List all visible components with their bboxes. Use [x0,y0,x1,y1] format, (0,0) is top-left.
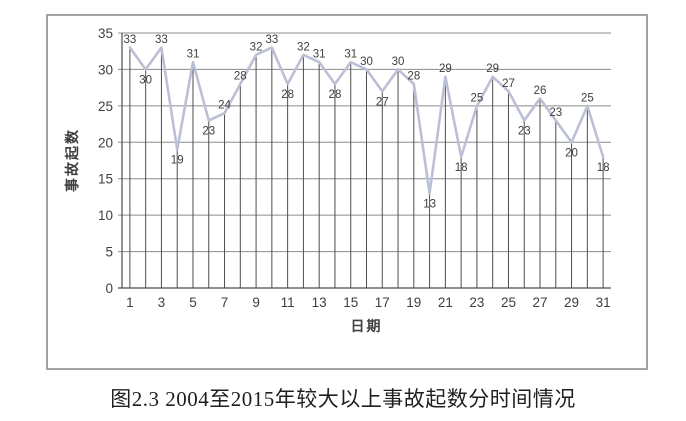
data-point-label: 33 [265,34,278,46]
data-point-label: 30 [139,74,152,86]
x-tick-label: 9 [252,295,260,310]
data-point-label: 31 [187,49,200,61]
x-tick-label: 29 [564,295,579,310]
x-tick-label: 7 [221,295,229,310]
data-point-label: 30 [392,56,405,68]
data-point-label: 27 [502,78,515,90]
data-point-label: 25 [471,92,484,104]
y-tick-label: 0 [105,281,113,296]
figure-caption: 图2.3 2004至2015年较大以上事故起数分时间情况 [110,387,576,411]
data-point-label: 20 [565,147,578,159]
x-tick-label: 27 [533,295,548,310]
x-tick-label: 25 [501,295,516,310]
data-series-line [128,46,605,195]
x-tick-label: 15 [343,295,358,310]
data-point-label: 18 [597,162,610,174]
x-tick-label: 17 [375,295,390,310]
data-point-label: 29 [439,63,452,75]
data-point-label: 28 [281,89,294,101]
y-tick-label: 10 [98,208,113,223]
data-point-label: 25 [581,92,594,104]
y-tick-label: 25 [98,99,113,114]
data-point-label: 23 [518,125,531,137]
chart-frame: 0 5 10 15 20 25 30 35 1 3 5 7 9 11 13 15 17 19 21 23 25 27 29 3… [46,14,648,370]
y-axis-title: 事故起数 [64,128,80,192]
data-point-label: 28 [407,71,420,83]
data-point-label: 32 [297,41,310,53]
data-point-label: 24 [218,100,231,112]
data-point-label: 30 [360,56,373,68]
x-tick-label: 19 [406,295,421,310]
x-tick-label: 11 [281,295,295,310]
data-point-label: 23 [202,125,215,137]
data-point-label: 28 [329,89,342,101]
x-tick-label: 21 [438,295,453,310]
x-tick-label: 31 [596,295,611,310]
data-point-label: 23 [549,107,562,119]
x-tick-label: 1 [126,295,134,310]
y-tick-label: 5 [105,245,113,260]
data-point-label: 28 [234,71,247,83]
data-point-label: 33 [155,34,168,46]
data-point-label: 19 [171,155,184,167]
data-point-label: 27 [376,96,389,108]
data-point-label: 29 [486,63,499,75]
x-axis-title: 日期 [350,318,383,334]
y-tick-label: 15 [98,172,113,187]
data-point-label: 26 [534,85,547,97]
data-point-label: 13 [423,198,436,210]
data-point-label: 31 [344,49,357,61]
x-tick-label: 3 [158,295,166,310]
y-tick-label: 30 [98,62,113,77]
data-point-label: 18 [455,162,468,174]
data-point-label: 31 [313,49,326,61]
x-tick-label: 13 [312,295,327,310]
data-point-label: 32 [250,41,263,53]
data-point-label: 33 [123,34,136,46]
y-tick-label: 35 [98,26,113,41]
x-tick-label: 23 [469,295,484,310]
x-tick-label: 5 [189,295,197,310]
y-tick-label: 20 [98,135,113,150]
